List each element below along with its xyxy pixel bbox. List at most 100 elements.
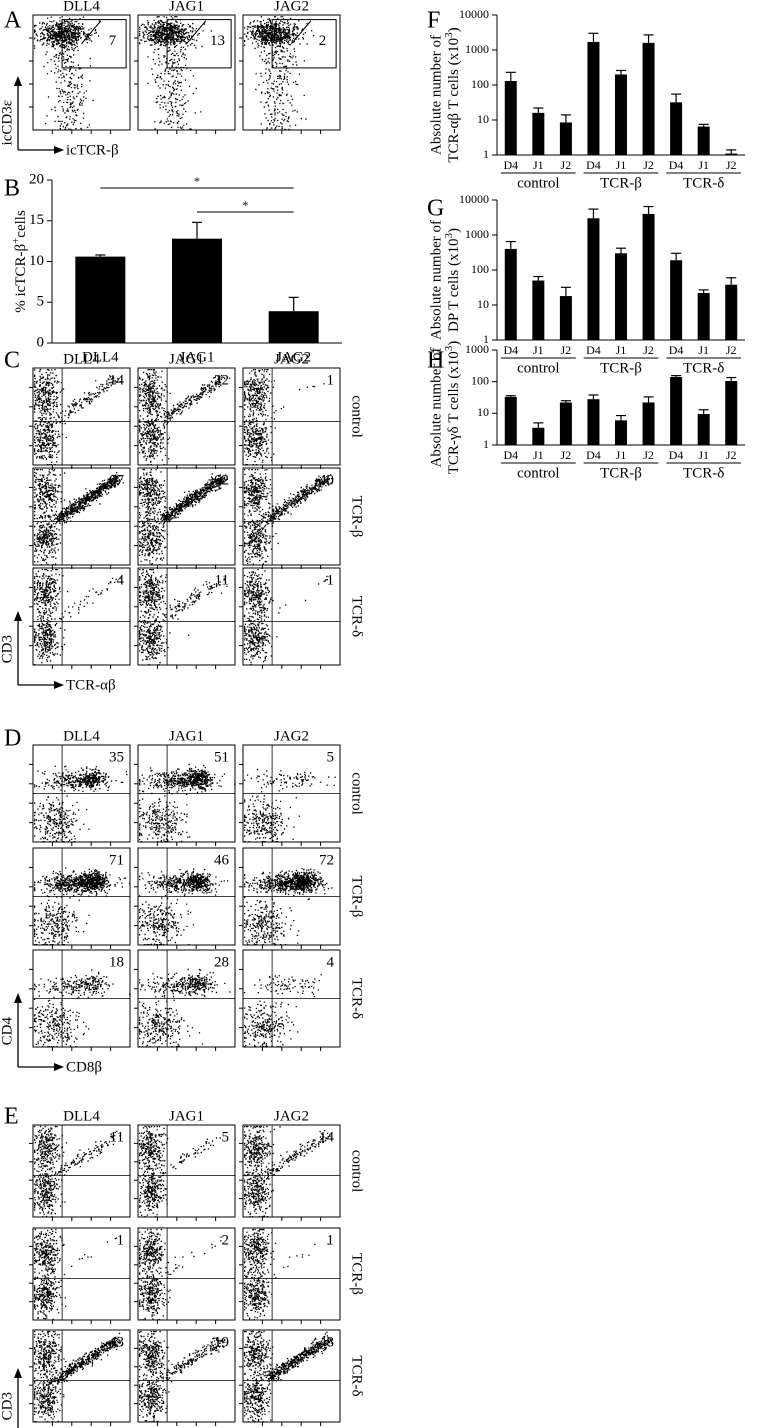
x-tick-label: J1: [698, 343, 709, 357]
column-title: DLL4: [63, 728, 100, 744]
quadrant-percent: 14: [319, 1129, 335, 1145]
bar: [642, 213, 655, 340]
x-tick-label: D4: [503, 448, 518, 462]
y-axis-label: icCD3ε: [0, 100, 15, 145]
column-title: JAG2: [274, 1108, 309, 1124]
column-title: DLL4: [63, 1108, 100, 1124]
label-part: TCR-γδ T cells (x10: [446, 351, 462, 474]
quadrant-percent: 11: [215, 572, 229, 588]
label-part: ): [446, 27, 462, 32]
group-label: TCR-δ: [683, 360, 724, 376]
quadrant-percent: 46: [214, 852, 230, 868]
bar: [532, 112, 545, 155]
x-tick-label: D4: [586, 158, 601, 172]
x-tick-label: J1: [533, 343, 544, 357]
quadrant-percent: 67: [109, 472, 125, 488]
bar: [697, 414, 710, 445]
plot-frame: [137, 1329, 236, 1423]
bar: [504, 81, 517, 155]
significance-mark: *: [194, 174, 200, 188]
x-tick-label: D4: [503, 158, 518, 172]
y-axis-label: Absolute number of: [428, 348, 444, 468]
dot-cloud: [244, 1228, 329, 1321]
dot-cloud: [139, 469, 228, 566]
plot-frame: [242, 1124, 341, 1218]
dot-cloud: [34, 765, 128, 843]
quadrant-percent: 22: [214, 372, 229, 388]
row-label: TCR-β: [349, 1253, 365, 1295]
x-tick-label: J2: [726, 448, 737, 462]
y-axis-label: Absolute number of: [428, 220, 444, 340]
x-tick-label: J2: [561, 343, 572, 357]
y-axis-label: CD4: [0, 1017, 15, 1046]
group-label: TCR-β: [600, 465, 642, 481]
plot-frame: [32, 567, 131, 666]
x-axis-label: icTCR-β: [66, 142, 119, 158]
bar: [268, 311, 319, 343]
plot-frame: [137, 1227, 236, 1321]
column-title: JAG1: [169, 728, 204, 744]
y-tick-label: 10000: [459, 192, 489, 206]
x-tick-label: D4: [669, 158, 684, 172]
bar: [615, 74, 627, 155]
label-sup: 3: [443, 345, 455, 351]
plot-frame: [137, 567, 236, 666]
plot-frame: [242, 1227, 341, 1321]
plot-frame: [242, 367, 341, 466]
group-label: control: [517, 175, 560, 191]
quadrant-percent: 1: [117, 1232, 125, 1248]
bar: [697, 293, 710, 340]
quadrant-percent: 40: [319, 472, 334, 488]
bar: [532, 280, 545, 340]
quadrant-percent: 5: [222, 1129, 230, 1145]
dot-cloud: [34, 969, 131, 1048]
plot-frame: [137, 14, 236, 131]
quadrant-percent: 4: [117, 572, 125, 588]
dot-cloud: [139, 868, 229, 946]
dot-cloud: [139, 763, 236, 843]
gate-pointer: [291, 20, 312, 45]
gate: [166, 19, 232, 69]
y-tick-label: 20: [29, 171, 44, 187]
dot-cloud: [139, 1228, 222, 1321]
bar: [559, 402, 572, 445]
bar: [587, 41, 600, 155]
x-tick-label: JAG2: [276, 349, 311, 365]
y-tick-label: 15: [29, 212, 44, 228]
group-label: TCR-β: [600, 175, 642, 191]
x-tick-label: D4: [586, 343, 601, 357]
x-tick-label: J2: [643, 158, 654, 172]
y-axis-label: CD3: [0, 1392, 15, 1420]
y-axis-label: TCR-αβ T cells (x103): [443, 27, 463, 162]
arrow-head: [54, 1063, 64, 1071]
dot-cloud: [34, 1330, 123, 1423]
dot-cloud: [244, 369, 325, 466]
quadrant-percent: 19: [214, 1334, 229, 1350]
column-title: JAG1: [169, 351, 204, 367]
bar: [75, 256, 126, 343]
gate-percent: 2: [319, 33, 327, 49]
bar: [670, 377, 683, 445]
label-sup: +: [10, 238, 22, 244]
y-axis-label: TCR-γδ T cells (x103): [443, 341, 463, 475]
plot-frame: [32, 367, 131, 466]
column-title: DLL4: [63, 0, 100, 14]
label-part: DP T cells (x10: [446, 239, 462, 332]
panel-letter: D: [4, 726, 21, 752]
plot-frame: [242, 14, 341, 131]
bar: [559, 122, 572, 155]
dot-cloud: [244, 974, 322, 1048]
quadrant-percent: 14: [109, 372, 125, 388]
dot-cloud: [34, 369, 122, 466]
dot-cloud: [244, 469, 333, 565]
dot-cloud: [244, 569, 328, 666]
dot-cloud: [34, 569, 121, 666]
plot-frame: [32, 1329, 131, 1423]
plot-frame: [32, 1227, 131, 1321]
gate: [271, 19, 337, 69]
y-tick-label: 5: [37, 294, 45, 310]
quadrant-percent: 11: [110, 1129, 124, 1145]
arrow-head: [14, 76, 22, 86]
dot-cloud: [34, 16, 100, 131]
group-label: TCR-δ: [683, 175, 724, 191]
